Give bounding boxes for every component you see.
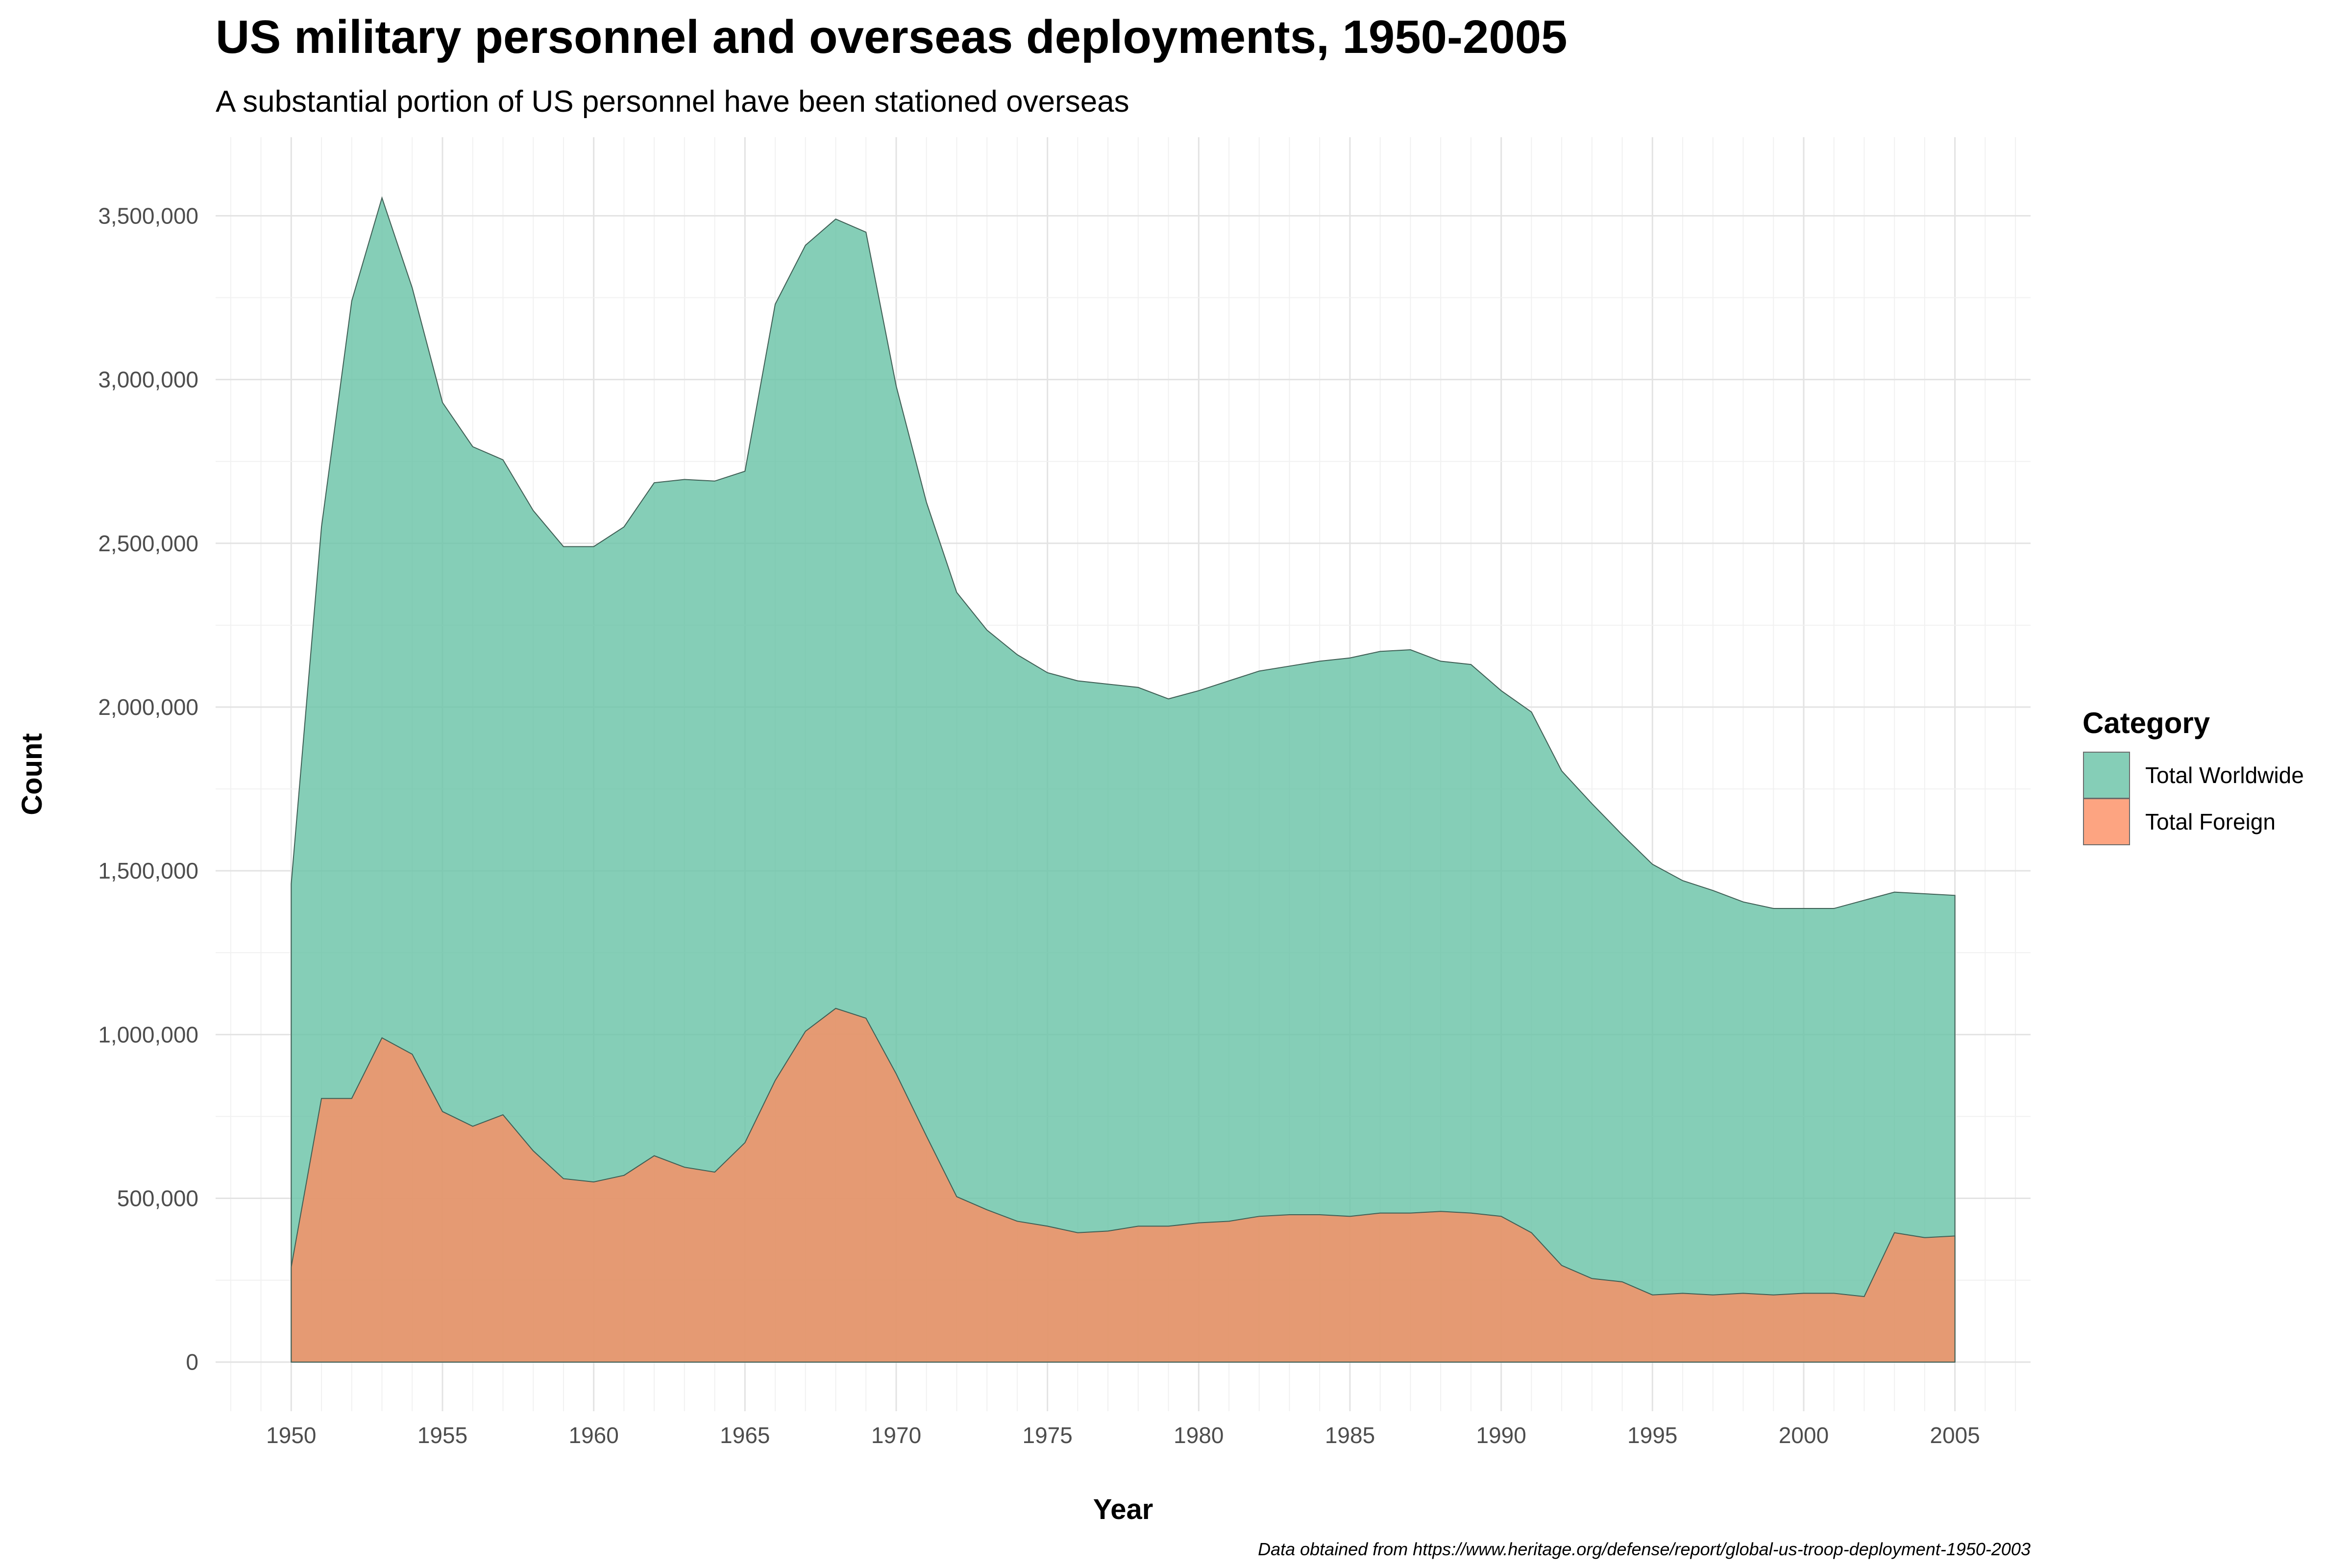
x-tick-label: 1960 bbox=[568, 1422, 618, 1448]
x-tick-label: 1985 bbox=[1325, 1422, 1375, 1448]
legend-title: Category bbox=[2082, 707, 2210, 739]
y-tick-label: 1,500,000 bbox=[98, 858, 198, 883]
y-tick-label: 1,000,000 bbox=[98, 1022, 198, 1047]
y-axis-title: Count bbox=[16, 733, 48, 815]
areas bbox=[291, 196, 1956, 1363]
y-axis-ticks: 0 500,000 1,000,000 1,500,000 2,000,000 2,500… bbox=[98, 203, 198, 1374]
x-tick-label: 1965 bbox=[720, 1422, 770, 1448]
legend-swatch-total-foreign bbox=[2083, 798, 2130, 845]
y-tick-label: 3,500,000 bbox=[98, 203, 198, 228]
y-tick-label: 0 bbox=[186, 1349, 198, 1375]
y-tick-label: 500,000 bbox=[117, 1186, 198, 1211]
x-tick-label: 1975 bbox=[1022, 1422, 1072, 1448]
legend-label: Total Worldwide bbox=[2145, 762, 2304, 788]
caption: Data obtained from https://www.heritage.… bbox=[1258, 1539, 2031, 1559]
x-tick-label: 1995 bbox=[1627, 1422, 1677, 1448]
x-tick-label: 1955 bbox=[417, 1422, 467, 1448]
legend-swatch-total-worldwide bbox=[2083, 752, 2130, 799]
y-tick-label: 3,000,000 bbox=[98, 367, 198, 392]
x-tick-label: 1990 bbox=[1476, 1422, 1526, 1448]
x-axis-ticks: 1950 1955 1960 1965 1970 1975 1980 1985 1990 1995… bbox=[266, 1422, 1980, 1448]
x-tick-label: 1970 bbox=[871, 1422, 921, 1448]
area-total-worldwide bbox=[291, 196, 1956, 1363]
x-tick-label: 2005 bbox=[1930, 1422, 1980, 1448]
x-tick-label: 1950 bbox=[266, 1422, 316, 1448]
y-tick-label: 2,000,000 bbox=[98, 694, 198, 720]
x-tick-label: 2000 bbox=[1779, 1422, 1829, 1448]
x-axis-title: Year bbox=[1093, 1494, 1153, 1525]
chart-subtitle: A substantial portion of US personnel ha… bbox=[216, 85, 1129, 119]
x-tick-label: 1980 bbox=[1174, 1422, 1224, 1448]
y-tick-label: 2,500,000 bbox=[98, 531, 198, 556]
legend: Category Total Worldwide Total Foreign bbox=[2082, 707, 2304, 845]
chart-title: US military personnel and overseas deplo… bbox=[216, 11, 1568, 63]
legend-label: Total Foreign bbox=[2145, 809, 2276, 834]
area-total-foreign bbox=[291, 1007, 1956, 1363]
